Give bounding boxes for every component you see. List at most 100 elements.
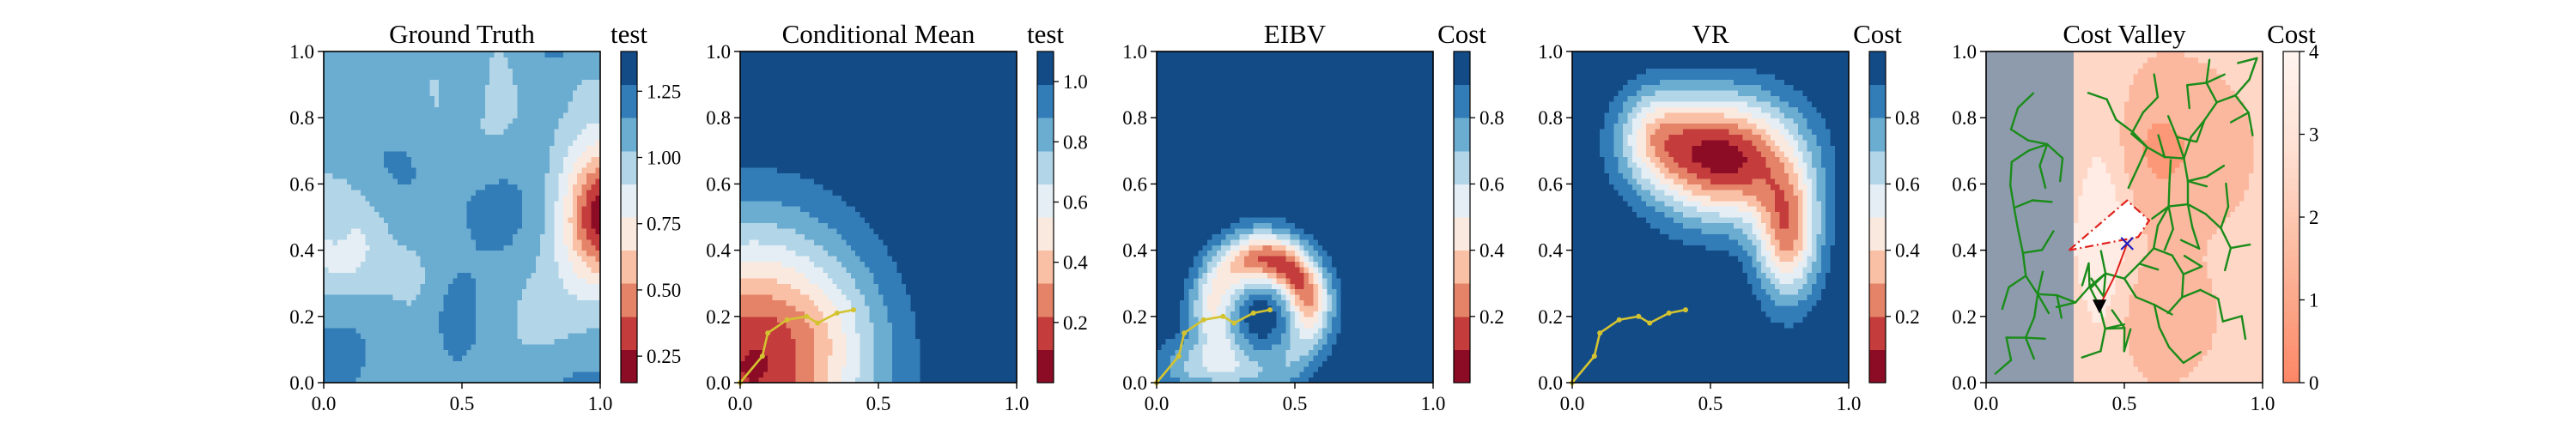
- y-tick-label: 0.8: [1538, 107, 1563, 129]
- y-tick-label: 0.6: [1952, 173, 1977, 195]
- colorbar-segment: [621, 316, 637, 350]
- path-waypoint: [1176, 353, 1182, 360]
- colorbar: 0.2 0.4 0.6 0.8 Cost: [1853, 19, 1920, 384]
- y-tick-label: 0.0: [1538, 372, 1563, 394]
- rrt-edge: [2058, 157, 2064, 183]
- rrt-edge: [2215, 94, 2237, 104]
- colorbar-segment: [1037, 118, 1054, 152]
- rrt-edge: [2135, 296, 2156, 306]
- colorbar-tick-label: 2: [2309, 207, 2319, 228]
- colorbar-segment: [2283, 272, 2300, 279]
- colorbar-segment: [2283, 377, 2300, 384]
- rrt-edge: [2168, 159, 2172, 184]
- x-tick-label: 0.5: [866, 393, 891, 414]
- panel-cost-valley: 0.0 0.5 1.0 0.0 0.2 0.4 0.6 0.8 1.0 Cost Valley 0 1…: [1952, 19, 2319, 414]
- rrt-edge: [2038, 142, 2049, 167]
- colorbar-segment: [2283, 245, 2300, 251]
- colorbar-tick-label: 0.2: [1479, 306, 1504, 328]
- rrt-edge: [2024, 336, 2036, 360]
- x-tick-label: 0.5: [450, 393, 475, 414]
- colorbar-frame: [1868, 51, 1886, 384]
- rrt-edge: [2099, 250, 2107, 275]
- rrt-edge: [2220, 227, 2233, 250]
- rrt-edge: [2105, 98, 2117, 121]
- colorbar-label: test: [611, 19, 647, 49]
- rrt-edge: [2045, 142, 2064, 160]
- y-tick-label: 0.4: [1538, 240, 1563, 262]
- colorbar-segment: [1454, 316, 1470, 350]
- rrt-edge: [2129, 132, 2148, 148]
- colorbar: 0.25 0.50 0.75 1.00 1.25 test: [611, 19, 681, 384]
- colorbar-segment: [2283, 277, 2300, 284]
- panel-title: VR: [1692, 19, 1728, 49]
- rrt-edge: [2204, 213, 2222, 230]
- budget-region: [2069, 200, 2149, 251]
- rrt-edge: [2087, 262, 2091, 288]
- colorbar-segment: [1869, 184, 1886, 218]
- x-tick-label: 0.0: [1974, 393, 1999, 414]
- colorbar-segment: [2283, 333, 2300, 340]
- rrt-edge: [2024, 336, 2046, 340]
- rrt-edge: [2185, 83, 2191, 110]
- colorbar-segment: [1869, 51, 1886, 86]
- colorbar-segment: [2283, 73, 2300, 80]
- y-tick-label: 0.0: [1952, 372, 1977, 394]
- budget-ellipse: [2068, 199, 2151, 251]
- colorbar-segment: [2283, 206, 2300, 213]
- colorbar-segment: [2283, 372, 2300, 378]
- path-waypoint: [834, 310, 840, 316]
- rrt-edge: [2001, 286, 2010, 311]
- colorbar-segment: [2283, 200, 2300, 207]
- colorbar-segment: [1454, 118, 1470, 152]
- colorbar-segment: [621, 51, 637, 86]
- rrt-edge: [2220, 205, 2230, 230]
- colorbar-segment: [2283, 294, 2300, 300]
- rrt-edge: [2136, 146, 2148, 169]
- colorbar-segment: [1037, 283, 1054, 317]
- colorbar-tick-label: 0: [2309, 372, 2319, 394]
- colorbar-segment: [1869, 84, 1886, 118]
- path-waypoint: [765, 330, 771, 336]
- colorbar-segment: [1454, 349, 1470, 384]
- rrt-edge: [2234, 94, 2250, 114]
- colorbar-tick-label: 0.8: [1895, 107, 1920, 129]
- colorbar-segment: [2283, 150, 2300, 157]
- rrt-edge: [2074, 285, 2091, 304]
- rrt-edge: [2032, 293, 2039, 318]
- colorbar-segment: [2283, 161, 2300, 168]
- colorbar-tick-label: 0.6: [1063, 191, 1088, 213]
- colorbar-segment: [2283, 79, 2300, 86]
- rrt-edge: [2021, 251, 2027, 277]
- colorbar-segment: [1869, 316, 1886, 350]
- colorbar-tick-label: 0.6: [1895, 173, 1920, 195]
- panel-title: EIBV: [1264, 19, 1327, 49]
- rrt-edge: [2104, 323, 2126, 330]
- y-tick-label: 0.0: [1122, 372, 1147, 394]
- colorbar-segment: [2283, 261, 2300, 268]
- y-tick-label: 0.8: [289, 107, 314, 129]
- colorbar-segment: [2283, 123, 2300, 130]
- colorbar-segment: [2283, 129, 2300, 135]
- colorbar-segment: [2283, 145, 2300, 152]
- rrt-edge: [2151, 205, 2170, 221]
- sampling-path: [739, 308, 854, 384]
- rrt-edge: [2087, 92, 2108, 101]
- colorbar-segment: [1037, 217, 1054, 251]
- heatmap-cells: [740, 51, 1018, 384]
- colorbar-tick-label: 1.00: [647, 148, 681, 169]
- colorbar-tick-label: 0.75: [647, 214, 681, 235]
- x-tick-label: 0.0: [1560, 393, 1585, 414]
- colorbar-segment: [1869, 118, 1886, 152]
- rrt-edge: [2248, 57, 2258, 81]
- colorbar-segment: [2283, 299, 2300, 306]
- rrt-edge: [2036, 293, 2050, 315]
- rrt-edge: [2138, 263, 2160, 271]
- rrt-edge: [2153, 73, 2160, 99]
- colorbar-segment: [2283, 112, 2300, 118]
- x-tick-label: 0.0: [1145, 393, 1170, 414]
- colorbar-segment: [621, 250, 637, 284]
- rrt-edge: [2240, 315, 2247, 341]
- rrt-edge: [2158, 326, 2171, 348]
- x-tick-label: 0.5: [1283, 393, 1308, 414]
